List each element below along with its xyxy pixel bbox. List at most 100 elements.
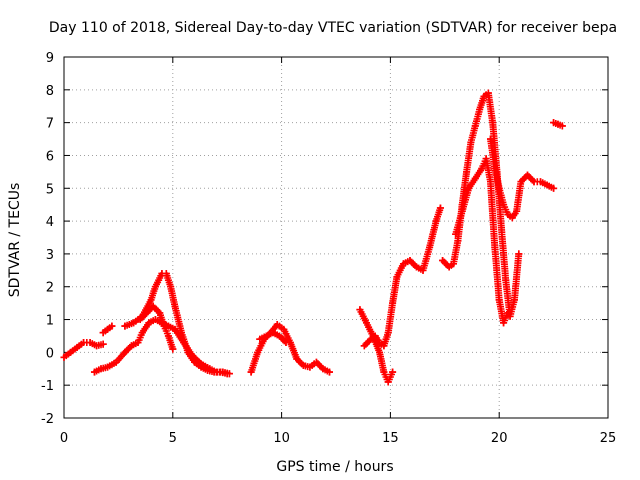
data-point bbox=[502, 276, 510, 284]
data-point bbox=[97, 365, 105, 373]
data-point bbox=[384, 378, 392, 386]
data-point bbox=[419, 266, 427, 274]
data-point bbox=[454, 237, 462, 245]
data-point bbox=[171, 302, 179, 310]
x-tick-label: 5 bbox=[169, 431, 177, 446]
data-point bbox=[510, 296, 518, 304]
x-tick-label: 0 bbox=[60, 431, 68, 446]
data-point bbox=[436, 204, 444, 212]
data-point bbox=[273, 320, 281, 328]
data-point bbox=[399, 260, 407, 268]
data-point bbox=[489, 119, 497, 127]
data-point bbox=[312, 358, 320, 366]
data-point bbox=[406, 256, 414, 264]
y-tick-label: 5 bbox=[46, 182, 54, 197]
data-point bbox=[439, 256, 447, 264]
data-point bbox=[319, 365, 327, 373]
y-tick-label: -1 bbox=[41, 379, 54, 394]
y-tick-label: 1 bbox=[46, 314, 54, 329]
data-point bbox=[147, 296, 155, 304]
x-tick-label: 15 bbox=[382, 431, 399, 446]
data-point bbox=[367, 335, 375, 343]
data-point bbox=[478, 165, 486, 173]
data-point bbox=[184, 348, 192, 356]
data-point bbox=[426, 243, 434, 251]
series-seg2 bbox=[99, 322, 116, 337]
y-tick-label: 9 bbox=[46, 51, 54, 66]
data-point bbox=[445, 263, 453, 271]
data-point bbox=[160, 322, 168, 330]
data-point bbox=[197, 363, 205, 371]
data-point bbox=[537, 178, 545, 186]
data-point bbox=[204, 366, 212, 374]
data-point bbox=[495, 184, 503, 192]
data-point bbox=[262, 332, 270, 340]
series-seg6 bbox=[247, 320, 333, 376]
data-point bbox=[299, 361, 307, 369]
data-point bbox=[60, 353, 68, 361]
data-point bbox=[360, 342, 368, 350]
data-point bbox=[280, 325, 288, 333]
data-point bbox=[480, 92, 488, 100]
data-point bbox=[458, 207, 466, 215]
data-point bbox=[93, 342, 101, 350]
series-seg10 bbox=[439, 89, 523, 320]
data-point bbox=[389, 299, 397, 307]
data-point bbox=[178, 329, 186, 337]
data-point bbox=[356, 306, 364, 314]
data-point bbox=[513, 207, 521, 215]
data-point bbox=[112, 358, 120, 366]
x-tick-label: 25 bbox=[600, 431, 617, 446]
data-point bbox=[500, 319, 508, 327]
data-point bbox=[452, 230, 460, 238]
data-point bbox=[282, 339, 290, 347]
data-point bbox=[247, 368, 255, 376]
data-point bbox=[164, 332, 172, 340]
data-point bbox=[486, 135, 494, 143]
data-point bbox=[136, 316, 144, 324]
data-point bbox=[171, 325, 179, 333]
data-point bbox=[432, 217, 440, 225]
data-point bbox=[497, 224, 505, 232]
data-point bbox=[362, 319, 370, 327]
data-point bbox=[380, 368, 388, 376]
series-seg1 bbox=[60, 339, 107, 361]
y-tick-label: 7 bbox=[46, 117, 54, 132]
y-tick-label: 4 bbox=[46, 215, 54, 230]
data-point bbox=[306, 363, 314, 371]
data-point bbox=[376, 339, 384, 347]
data-point bbox=[465, 184, 473, 192]
data-point bbox=[223, 370, 231, 378]
data-point bbox=[134, 339, 142, 347]
data-point bbox=[504, 309, 512, 317]
data-point bbox=[550, 119, 558, 127]
data-point bbox=[256, 335, 264, 343]
x-axis-label: GPS time / hours bbox=[276, 459, 393, 475]
data-point bbox=[127, 342, 135, 350]
data-point bbox=[104, 363, 112, 371]
data-point bbox=[293, 355, 301, 363]
data-point bbox=[138, 329, 146, 337]
y-tick-label: 6 bbox=[46, 149, 54, 164]
data-point bbox=[491, 165, 499, 173]
data-point bbox=[371, 332, 379, 340]
series-seg5 bbox=[136, 302, 177, 353]
data-point bbox=[99, 340, 107, 348]
data-point bbox=[145, 319, 153, 327]
series-seg9 bbox=[360, 204, 444, 350]
data-point bbox=[380, 342, 388, 350]
data-point bbox=[217, 368, 225, 376]
data-point bbox=[275, 332, 283, 340]
series-seg11 bbox=[452, 155, 512, 327]
data-point bbox=[151, 316, 159, 324]
data-point bbox=[515, 250, 523, 258]
data-point bbox=[491, 243, 499, 251]
data-point bbox=[151, 283, 159, 291]
data-point bbox=[450, 260, 458, 268]
data-point bbox=[86, 339, 94, 347]
data-point bbox=[413, 263, 421, 271]
data-point bbox=[104, 325, 112, 333]
data-point bbox=[463, 168, 471, 176]
